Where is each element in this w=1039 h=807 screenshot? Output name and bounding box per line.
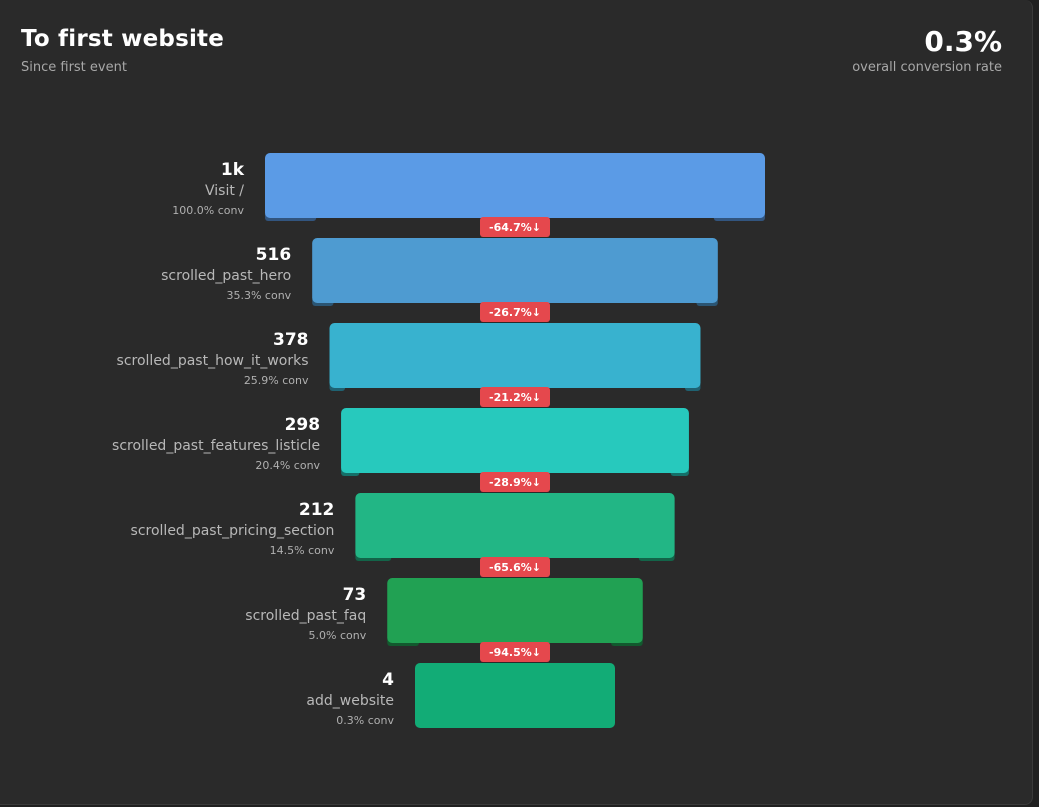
funnel-value-label: 298 <box>285 415 321 435</box>
overall-rate-value: 0.3% <box>924 25 1002 58</box>
funnel-value-label: 212 <box>299 500 335 520</box>
funnel-bar <box>387 578 643 643</box>
funnel-conversion-label: 20.4% conv <box>255 459 320 472</box>
funnel-value-label: 1k <box>221 160 245 180</box>
funnel-bar <box>415 663 615 728</box>
drop-off-badge <box>480 217 550 237</box>
drop-off-badge <box>480 642 550 662</box>
drop-off-label: -65.6%↓ <box>489 561 541 574</box>
funnel-step-label: scrolled_past_hero <box>161 268 291 284</box>
drop-off-badge <box>480 472 550 492</box>
funnel-conversion-label: 100.0% conv <box>172 204 244 217</box>
drop-off-badge <box>480 302 550 322</box>
drop-off-label: -26.7%↓ <box>489 306 541 319</box>
chart-title: To first website <box>21 26 225 52</box>
chart-subtitle: Since first event <box>21 60 127 75</box>
funnel-step-label: Visit / <box>205 183 244 199</box>
header-right: 0.3% overall conversion rate <box>852 25 1002 76</box>
funnel-bar <box>265 153 765 218</box>
funnel-step-label: scrolled_past_pricing_section <box>131 523 335 539</box>
funnel-value-label: 73 <box>343 585 367 605</box>
funnel-step-label: scrolled_past_faq <box>245 608 366 624</box>
funnel-conversion-label: 35.3% conv <box>226 289 291 302</box>
funnel-step-label: add_website <box>306 693 394 709</box>
funnel-bar <box>329 323 701 388</box>
funnel-bar <box>341 408 689 473</box>
drop-off-badge <box>480 387 550 407</box>
header-left: To first website Since first event <box>21 26 224 75</box>
drop-off-badge <box>480 557 550 577</box>
funnel-bar <box>355 493 675 558</box>
funnel-conversion-label: 14.5% conv <box>270 544 335 557</box>
funnel-value-label: 378 <box>273 330 309 350</box>
funnel-conversion-label: 5.0% conv <box>309 629 367 642</box>
overall-rate-label: overall conversion rate <box>852 60 1002 75</box>
funnel-step-label: scrolled_past_how_it_works <box>117 353 309 369</box>
drop-off-label: -64.7%↓ <box>489 221 541 234</box>
funnel-bar <box>312 238 718 303</box>
drop-off-label: -94.5%↓ <box>489 646 541 659</box>
funnel-conversion-label: 0.3% conv <box>336 714 394 727</box>
funnel-conversion-label: 25.9% conv <box>244 374 309 387</box>
funnel-step-label: scrolled_past_features_listicle <box>112 438 320 454</box>
drop-off-label: -21.2%↓ <box>489 391 541 404</box>
funnel-value-label: 516 <box>256 245 292 265</box>
drop-off-label: -28.9%↓ <box>489 476 541 489</box>
funnel-value-label: 4 <box>382 670 394 690</box>
